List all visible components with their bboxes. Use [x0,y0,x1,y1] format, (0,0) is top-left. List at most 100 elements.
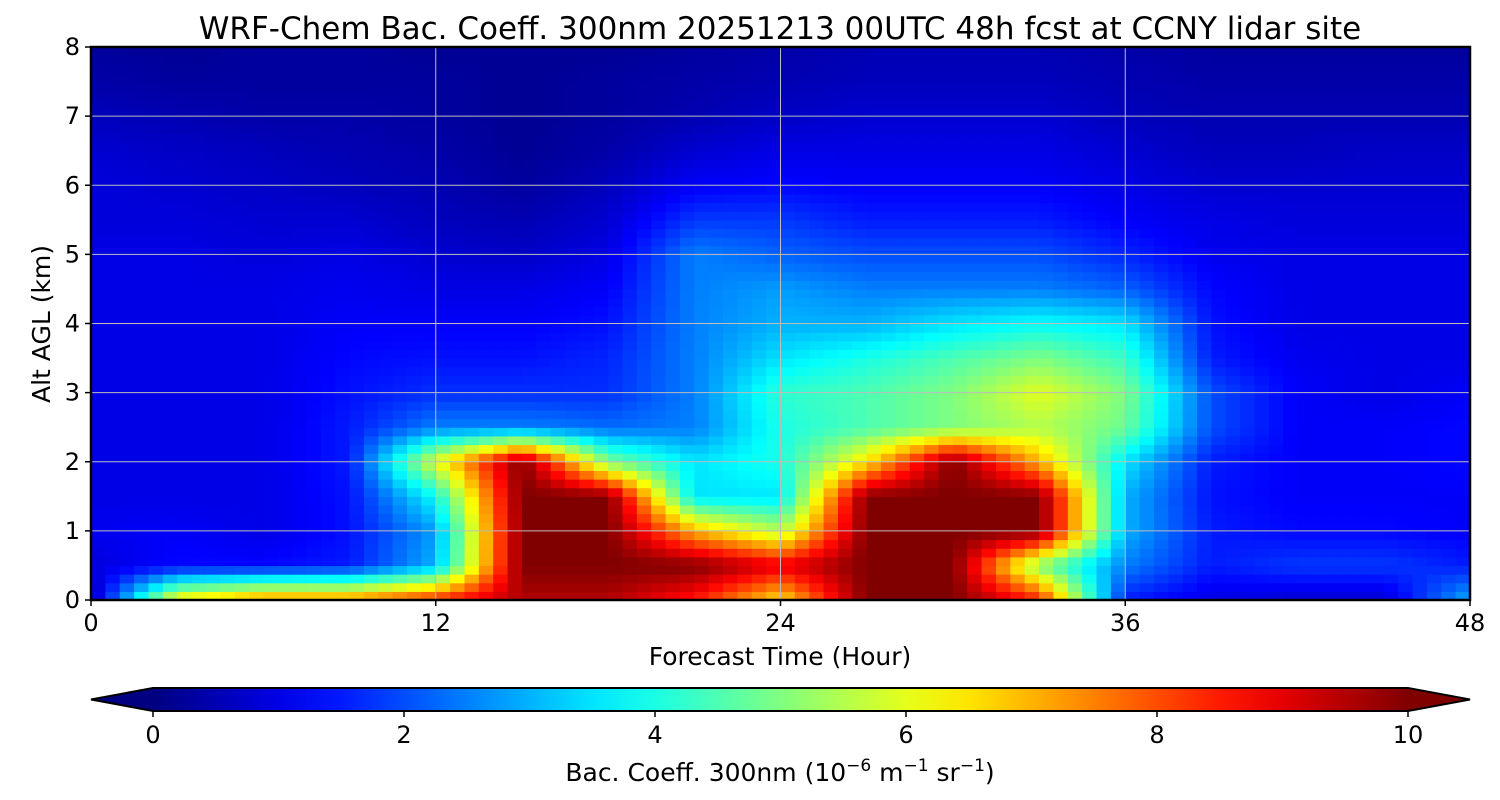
heatmap-cell [1383,263,1399,273]
heatmap-cell [1182,582,1198,592]
heatmap-cell [579,340,595,351]
heatmap-cell [1168,556,1184,567]
heatmap-cell [320,453,336,463]
heatmap-cell [363,280,379,290]
heatmap-cell [636,245,652,255]
heatmap-cell [866,504,882,515]
heatmap-cell [909,409,925,420]
heatmap-cell [636,539,652,549]
heatmap-cell [277,453,293,463]
heatmap-cell [1010,219,1026,230]
heatmap-cell [536,591,552,600]
heatmap-cell [694,479,710,489]
heatmap-cell [1082,306,1098,316]
heatmap-cell [306,383,322,394]
heatmap-cell [981,392,997,402]
heatmap-cell [766,383,782,394]
heatmap-cell [1182,263,1198,273]
heatmap-cell [1010,323,1026,333]
heatmap-cell [924,211,940,221]
heatmap-cell [292,418,308,428]
heatmap-cell [1297,530,1313,541]
heatmap-cell [737,591,753,600]
heatmap-cell [292,522,308,532]
heatmap-cell [981,522,997,532]
heatmap-cell [1153,418,1169,428]
heatmap-cell [1441,228,1457,238]
heatmap-cell [335,254,351,264]
heatmap-cell [507,461,523,471]
heatmap-cell [579,280,595,290]
heatmap-cell [1096,271,1112,281]
heatmap-cell [450,444,466,454]
heatmap-cell [1283,556,1299,567]
heatmap-cell [1441,574,1457,584]
heatmap-cell [134,254,150,264]
heatmap-cell [1254,271,1270,281]
heatmap-cell [938,306,954,316]
heatmap-cell [579,237,595,247]
heatmap-cell [1039,375,1055,385]
heatmap-cell [1311,176,1327,186]
heatmap-cell [1441,548,1457,558]
heatmap-cell [263,401,279,411]
heatmap-cell [852,435,868,446]
heatmap-cell [220,392,236,402]
heatmap-cell [1383,383,1399,394]
heatmap-cell [134,245,150,255]
heatmap-cell [1326,176,1342,186]
heatmap-cell [938,453,954,463]
heatmap-cell [766,409,782,420]
heatmap-cell [1010,496,1026,506]
heatmap-cell [191,539,207,549]
heatmap-cell [1225,323,1241,333]
heatmap-cell [407,219,422,230]
heatmap-cell [967,332,983,342]
heatmap-cell [766,263,782,273]
heatmap-cell [521,582,537,592]
heatmap-cell [1455,349,1470,359]
heatmap-cell [119,314,135,325]
heatmap-cell [148,245,164,255]
heatmap-cell [1311,288,1327,299]
heatmap-cell [162,539,178,549]
heatmap-cell [378,323,394,333]
heatmap-cell [148,176,164,186]
heatmap-cell [565,323,580,333]
heatmap-cell [809,323,825,333]
heatmap-cell [1182,427,1198,437]
heatmap-cell [1455,435,1470,446]
heatmap-cell [1254,185,1270,195]
heatmap-cell [1398,582,1414,592]
heatmap-cell [1340,556,1356,567]
heatmap-cell [751,193,767,204]
heatmap-cell [1412,254,1428,264]
heatmap-cell [895,530,911,541]
heatmap-cell [162,556,178,567]
heatmap-cell [1326,237,1342,247]
heatmap-cell [1139,150,1155,160]
heatmap-cell [378,479,394,489]
heatmap-cell [881,263,897,273]
heatmap-cell [1139,522,1155,532]
heatmap-cell [1311,479,1327,489]
heatmap-cell [823,228,839,238]
heatmap-cell [493,306,509,316]
heatmap-cell [205,565,221,575]
heatmap-cell [349,582,365,592]
heatmap-cell [249,167,264,178]
heatmap-cell [995,332,1011,342]
heatmap-cell [1039,219,1055,230]
heatmap-cell [220,237,236,247]
heatmap-cell [1082,383,1098,394]
heatmap-cell [1024,366,1040,376]
heatmap-cell [1053,496,1069,506]
heatmap-cell [435,470,451,480]
heatmap-cell [191,245,207,255]
heatmap-cell [1383,418,1399,428]
heatmap-cell [1398,530,1414,541]
heatmap-cell [1412,418,1428,428]
heatmap-cell [1441,479,1457,489]
heatmap-cell [507,340,523,351]
heatmap-cell [694,366,710,376]
